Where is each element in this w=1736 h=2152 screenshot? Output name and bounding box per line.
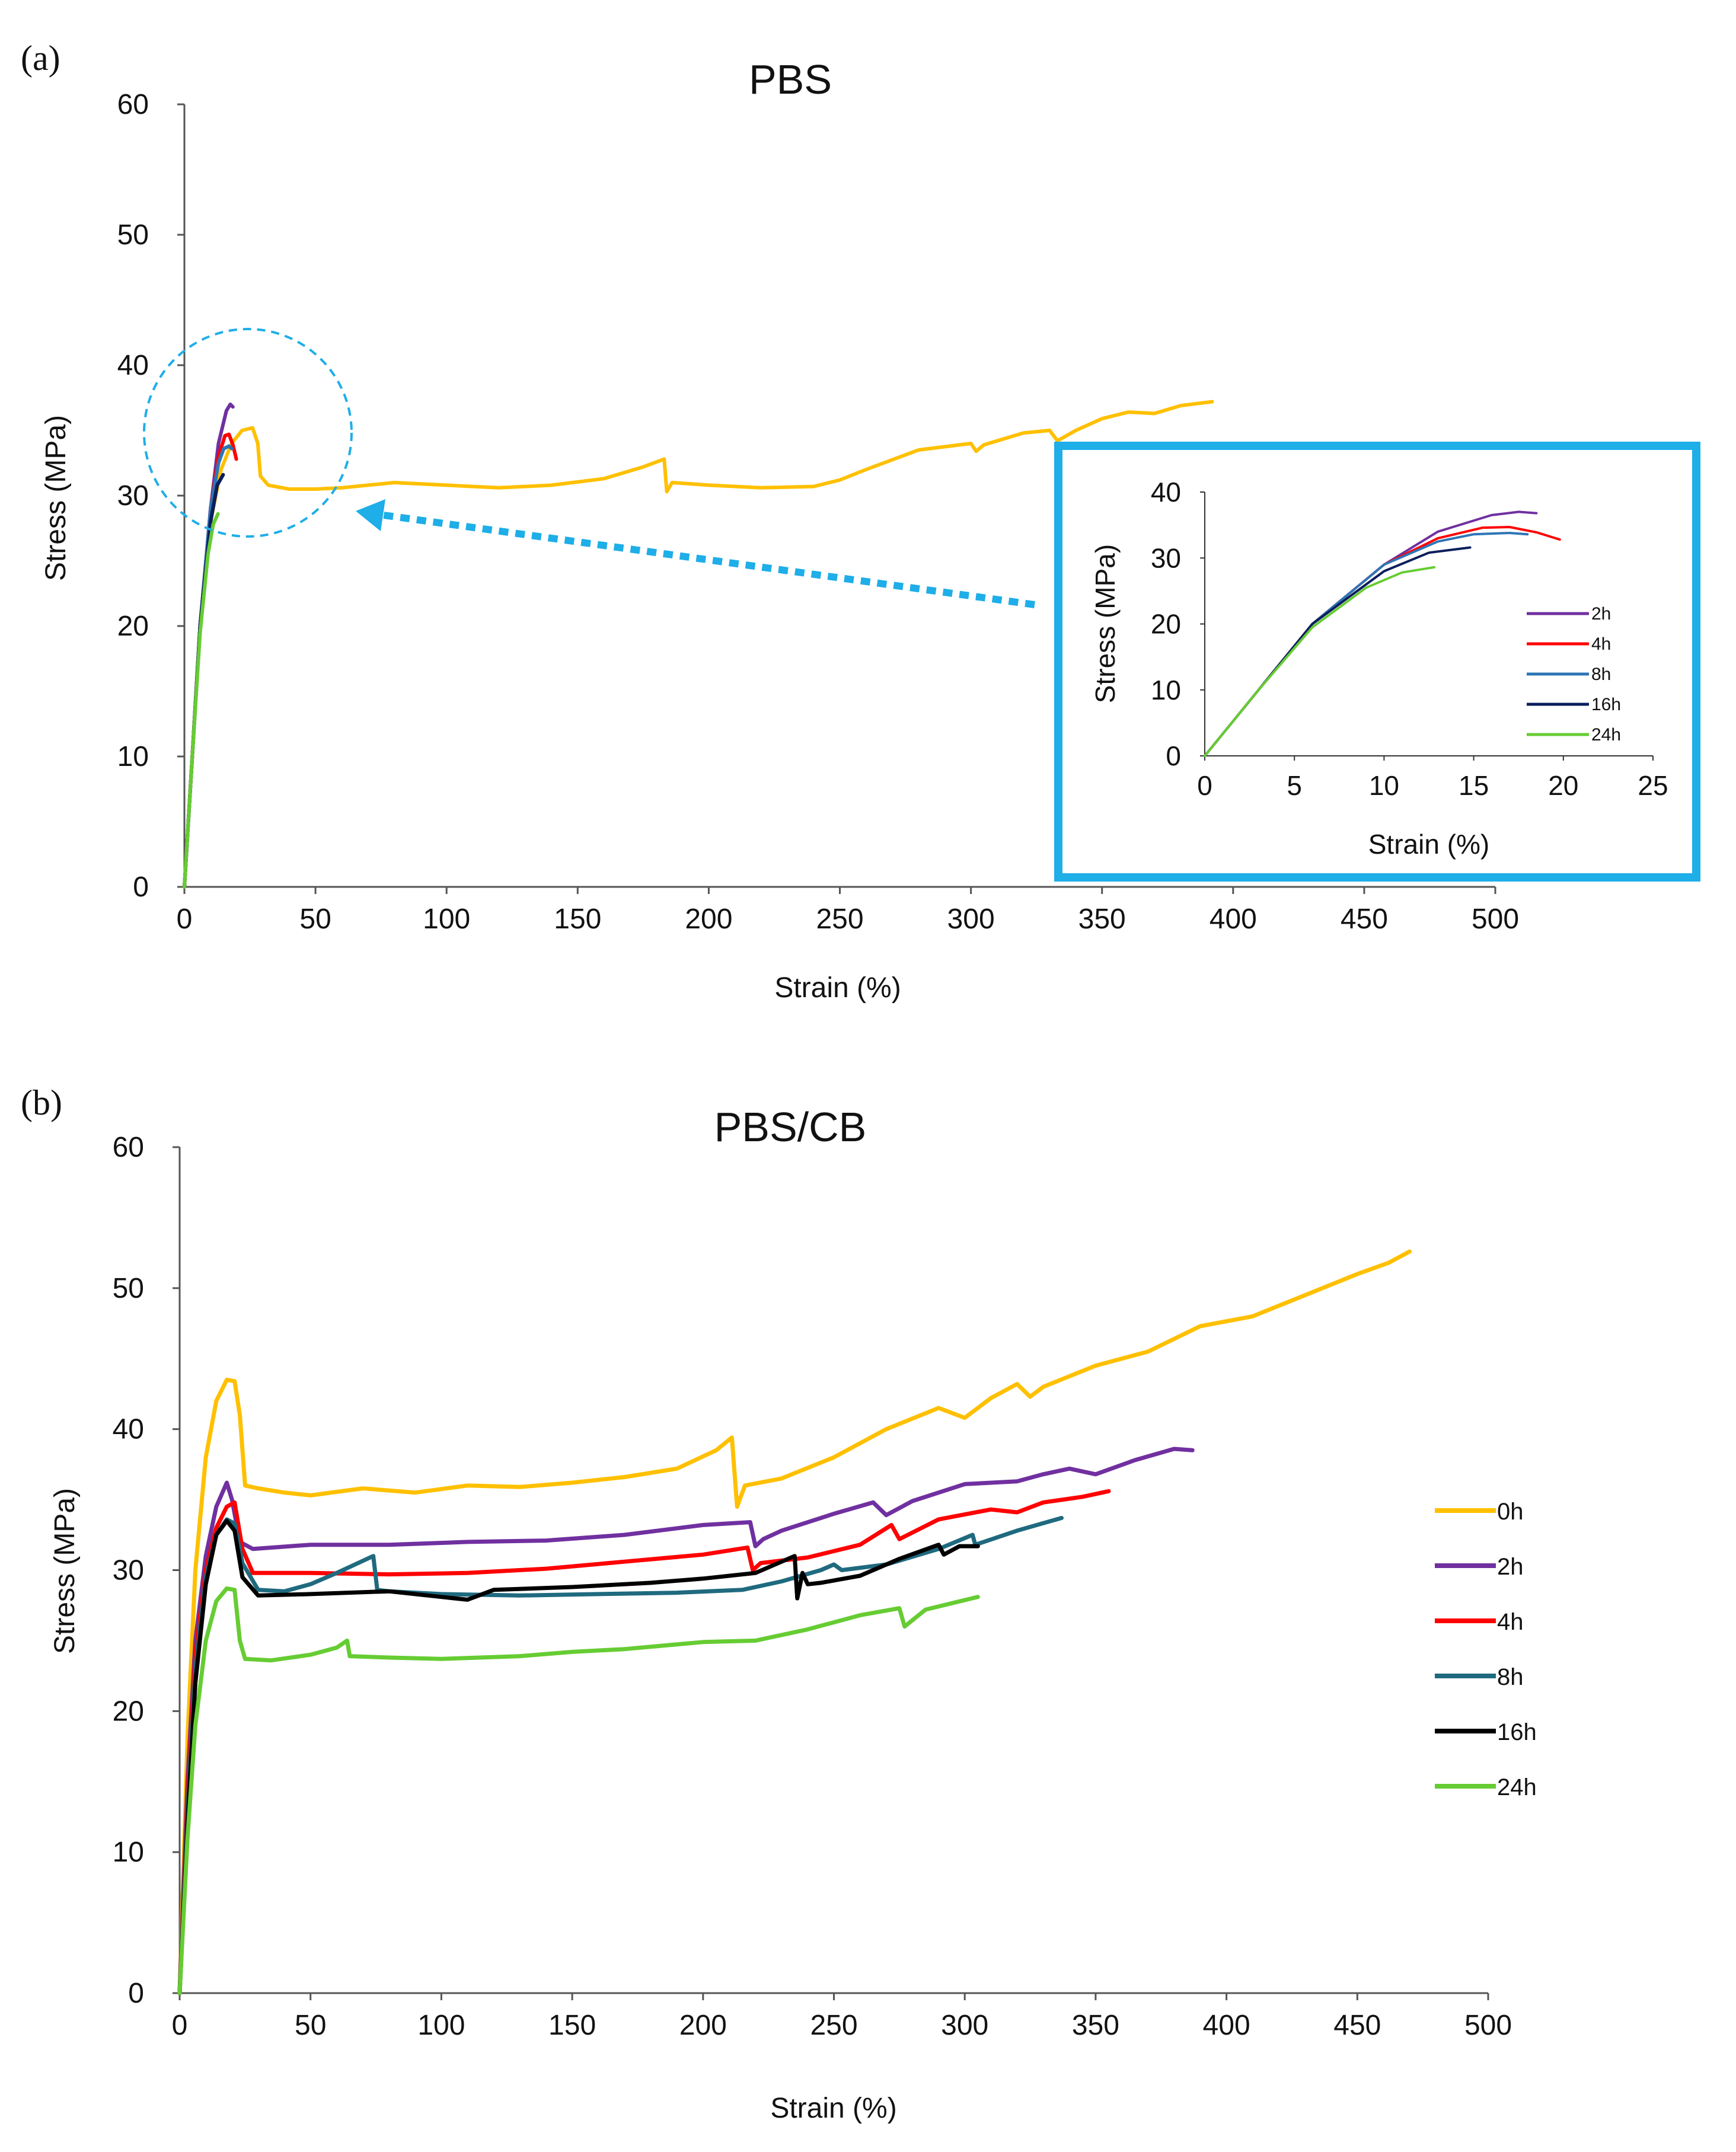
x-tick-label: 50 xyxy=(295,2010,326,2041)
inset-legend-label: 8h xyxy=(1591,665,1611,684)
series-line-0h xyxy=(183,400,1214,889)
y-tick-label: 50 xyxy=(117,219,149,251)
x-tick-label: 350 xyxy=(1078,903,1126,935)
x-tick-label: 200 xyxy=(679,2010,727,2041)
x-tick-label: 350 xyxy=(1072,2010,1119,2041)
y-tick-label: 10 xyxy=(117,741,149,772)
x-tick-label: 100 xyxy=(417,2010,465,2041)
x-tick-label: 450 xyxy=(1333,2010,1381,2041)
y-tick-label: 10 xyxy=(113,1837,144,1868)
panel-a-inset-chart: 0 5 10 15 20 25 0 10 20 30 40 Strain (%) Stress (M… xyxy=(1054,442,1700,882)
panel-a-chart: (a) PBS 0 50 100 150 200 250 300 350 400 450 50001… xyxy=(21,39,1700,1004)
panel-b-x-axis-label: Strain (%) xyxy=(770,2093,896,2124)
panel-b-label: (b) xyxy=(21,1083,62,1122)
series-line-8h xyxy=(177,1516,1064,1995)
y-tick-label: 30 xyxy=(113,1555,144,1586)
inset-y-tick-label: 0 xyxy=(1166,740,1181,771)
inset-x-tick-label: 20 xyxy=(1548,770,1578,801)
inset-x-tick-label: 25 xyxy=(1638,770,1668,801)
series-line-2h xyxy=(183,403,235,889)
x-tick-label: 0 xyxy=(177,903,193,935)
panel-a-y-axis-label: Stress (MPa) xyxy=(40,415,72,581)
legend-label: 0h xyxy=(1497,1499,1524,1525)
legend-label: 24h xyxy=(1497,1774,1537,1800)
inset-y-tick-label: 40 xyxy=(1151,477,1181,507)
y-tick-label: 0 xyxy=(128,1978,144,2009)
panel-b-ticks: 0 50 100 150 200 250 300 350 400 450 500 0 10 20 30 40 5… xyxy=(113,1132,1512,2041)
inset-ticks: 0 5 10 15 20 25 0 10 20 30 40 xyxy=(1151,477,1668,801)
panel-a-series xyxy=(183,400,1214,889)
series-line-24h xyxy=(177,1586,980,1995)
x-tick-label: 500 xyxy=(1464,2010,1512,2041)
legend-label: 16h xyxy=(1497,1719,1537,1745)
panel-a-label: (a) xyxy=(21,39,60,78)
inset-series xyxy=(1204,510,1561,757)
series-line-4h xyxy=(177,1489,1111,1995)
zoom-circle xyxy=(143,328,353,538)
inset-x-tick-label: 5 xyxy=(1287,770,1302,801)
x-tick-label: 250 xyxy=(816,903,863,935)
x-tick-label: 0 xyxy=(172,2010,188,2041)
x-tick-label: 300 xyxy=(947,903,995,935)
panel-b-legend: 0h 2h 4h 8h 16h 24h xyxy=(1435,1499,1537,1800)
x-tick-label: 450 xyxy=(1341,903,1388,935)
inset-y-tick-label: 30 xyxy=(1151,542,1181,573)
legend-label: 8h xyxy=(1497,1664,1524,1690)
zoom-arrow-line xyxy=(379,511,1035,608)
series-line-2h xyxy=(177,1447,1195,1995)
inset-legend: 2h 4h 8h 16h 24h xyxy=(1527,604,1621,745)
y-tick-label: 20 xyxy=(117,611,149,642)
zoom-arrow-head xyxy=(356,499,385,531)
y-tick-label: 40 xyxy=(113,1414,144,1445)
inset-y-tick-label: 10 xyxy=(1151,675,1181,705)
x-tick-label: 400 xyxy=(1203,2010,1250,2041)
panel-b-y-axis-label: Stress (MPa) xyxy=(49,1488,81,1654)
inset-legend-label: 4h xyxy=(1591,634,1611,654)
x-tick-label: 300 xyxy=(941,2010,988,2041)
inset-y-axis-label: Stress (MPa) xyxy=(1090,544,1121,703)
inset-x-tick-label: 15 xyxy=(1459,770,1489,801)
inset-legend-label: 16h xyxy=(1591,695,1621,714)
y-tick-label: 0 xyxy=(133,871,149,903)
y-tick-label: 20 xyxy=(113,1696,144,1727)
y-tick-label: 60 xyxy=(113,1132,144,1163)
x-tick-label: 500 xyxy=(1472,903,1519,935)
y-tick-label: 50 xyxy=(113,1273,144,1304)
y-tick-label: 30 xyxy=(117,480,149,512)
legend-label: 2h xyxy=(1497,1554,1524,1580)
inset-frame xyxy=(1054,442,1700,882)
series-line-8h xyxy=(183,444,234,889)
panel-a-ticks: 0 50 100 150 200 250 300 350 400 450 5000102030405… xyxy=(117,89,1519,935)
x-tick-label: 400 xyxy=(1210,903,1257,935)
inset-legend-label: 24h xyxy=(1591,725,1621,745)
panel-a-x-axis-label: Strain (%) xyxy=(774,972,901,1004)
inset-y-tick-label: 20 xyxy=(1151,609,1181,640)
legend-label: 4h xyxy=(1497,1609,1524,1635)
inset-series-line-24h xyxy=(1204,566,1436,757)
y-tick-label: 40 xyxy=(117,350,149,381)
inset-x-tick-label: 10 xyxy=(1369,770,1399,801)
panel-b-title: PBS/CB xyxy=(714,1104,867,1150)
panel-b-series xyxy=(177,1249,1412,1995)
x-tick-label: 150 xyxy=(554,903,601,935)
series-line-0h xyxy=(177,1249,1412,1995)
series-line-16h xyxy=(183,472,225,889)
x-tick-label: 250 xyxy=(810,2010,857,2041)
x-tick-label: 50 xyxy=(299,903,331,935)
y-tick-label: 60 xyxy=(117,89,149,120)
inset-x-axis-label: Strain (%) xyxy=(1368,829,1489,860)
x-tick-label: 150 xyxy=(548,2010,596,2041)
x-tick-label: 200 xyxy=(685,903,732,935)
inset-legend-label: 2h xyxy=(1591,604,1611,624)
series-line-24h xyxy=(183,512,220,889)
inset-x-tick-label: 0 xyxy=(1197,770,1212,801)
x-tick-label: 100 xyxy=(423,903,470,935)
series-line-16h xyxy=(177,1518,980,1995)
panel-b-chart: (b) PBS/CB 0 50 100 150 200 250 300 350 400 450 50… xyxy=(21,1083,1537,2124)
panel-a-title: PBS xyxy=(749,56,832,103)
